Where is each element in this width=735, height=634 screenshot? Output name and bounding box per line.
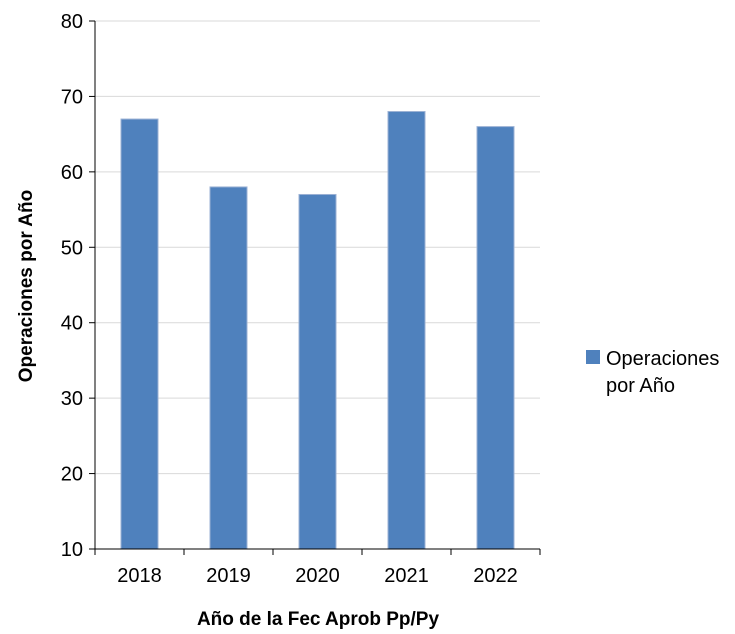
y-tick-label: 70 bbox=[61, 86, 83, 108]
bar bbox=[387, 111, 426, 550]
y-tick-label: 20 bbox=[61, 464, 83, 486]
bar bbox=[298, 193, 337, 550]
x-tick-label: 2018 bbox=[117, 565, 162, 587]
x-tick-label: 2020 bbox=[295, 565, 340, 587]
x-tick-label: 2021 bbox=[384, 565, 429, 587]
bar bbox=[209, 186, 248, 550]
x-axis-title: Año de la Fec Aprob Pp/Py bbox=[197, 609, 440, 630]
y-tick-label: 50 bbox=[61, 237, 83, 259]
y-axis-title: Operaciones por Año bbox=[16, 190, 37, 383]
legend-swatch bbox=[586, 350, 600, 364]
y-tick-label: 40 bbox=[61, 313, 83, 335]
bars bbox=[120, 111, 515, 550]
bar bbox=[120, 118, 159, 550]
legend-label-continued: por Año bbox=[606, 375, 675, 397]
x-tick-labels: 2018 2019 2020 2021 2022 bbox=[117, 565, 518, 587]
y-tick-label: 10 bbox=[61, 539, 83, 561]
x-tick-label: 2022 bbox=[473, 565, 518, 587]
y-tick-labels: 10 20 30 40 50 60 70 80 bbox=[61, 11, 83, 561]
x-tick-label: 2019 bbox=[206, 565, 251, 587]
y-tick-label: 30 bbox=[61, 388, 83, 410]
y-tick-label: 60 bbox=[61, 162, 83, 184]
y-tick-label: 80 bbox=[61, 11, 83, 33]
legend-label: Operaciones bbox=[606, 348, 719, 370]
legend: Operaciones por Año bbox=[586, 348, 719, 397]
axes bbox=[89, 20, 541, 555]
bar bbox=[476, 126, 515, 550]
